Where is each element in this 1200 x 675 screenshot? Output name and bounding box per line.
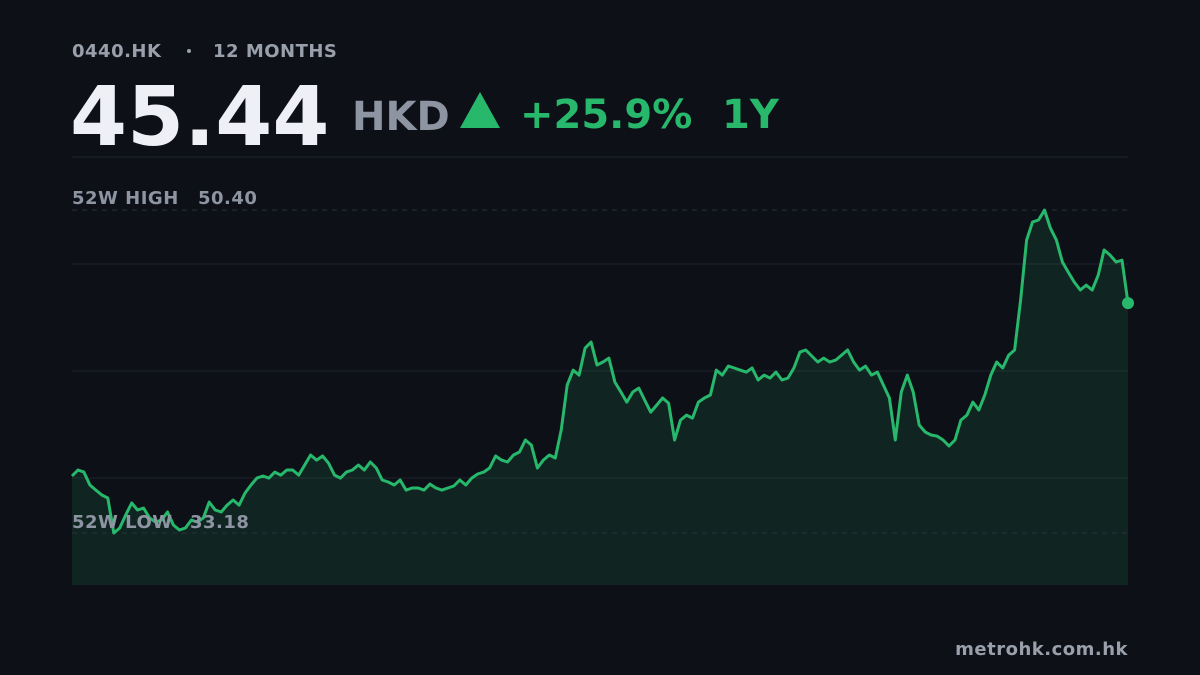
last-point	[1122, 297, 1134, 310]
area	[72, 210, 1128, 585]
price: 45.44	[70, 70, 329, 165]
low-value: 33.18	[190, 512, 249, 533]
price-line	[70, 208, 1130, 535]
separator-dot	[187, 49, 191, 53]
range: 12 MONTHS	[213, 41, 337, 62]
source: metrohk.com.hk	[955, 639, 1128, 660]
plot: 52W HIGH 50.40 52W LOW 33.18	[70, 188, 1134, 585]
currency: HKD	[352, 94, 450, 140]
ticker: 0440.HK	[72, 41, 162, 62]
high-value: 50.40	[198, 188, 257, 209]
change: +25.9%	[520, 92, 692, 138]
period: 1Y	[722, 92, 780, 138]
high-label: 52W HIGH	[72, 188, 179, 209]
up-arrow	[460, 92, 500, 128]
low-label: 52W LOW	[72, 512, 173, 533]
